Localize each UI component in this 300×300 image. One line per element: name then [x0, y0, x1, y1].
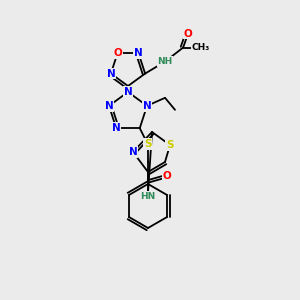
Text: O: O — [113, 48, 122, 59]
Text: O: O — [184, 28, 193, 39]
Text: CH₃: CH₃ — [192, 43, 210, 52]
Text: N: N — [124, 87, 132, 97]
Text: N: N — [112, 123, 121, 133]
Text: NH: NH — [158, 57, 173, 66]
Text: N: N — [106, 69, 115, 79]
Text: N: N — [142, 101, 152, 111]
Text: S: S — [144, 139, 152, 149]
Text: O: O — [162, 171, 171, 181]
Text: N: N — [105, 101, 113, 111]
Text: N: N — [129, 147, 137, 157]
Text: HN: HN — [140, 192, 155, 201]
Text: N: N — [134, 48, 143, 59]
Text: S: S — [166, 140, 174, 150]
